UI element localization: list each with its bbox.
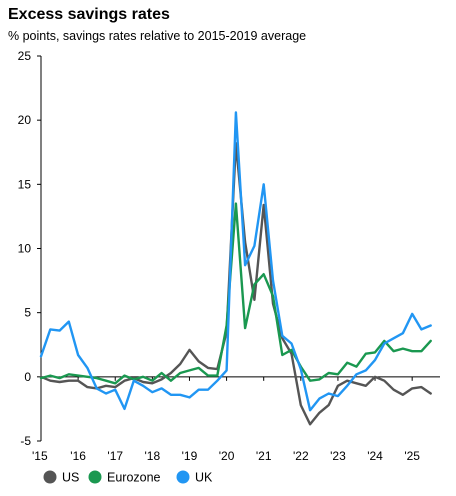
legend-label-uk: UK (195, 471, 213, 485)
y-tick-label: 20 (18, 113, 32, 127)
legend-swatch-uk (176, 470, 190, 484)
x-tick-label: '25 (404, 449, 420, 463)
series-line-eurozone (39, 202, 432, 385)
series-line-uk (39, 111, 432, 412)
y-tick-label: 5 (24, 306, 31, 320)
y-tick-label: -5 (20, 434, 31, 448)
chart-title: Excess savings rates (8, 6, 170, 23)
x-tick-label: '17 (107, 449, 123, 463)
x-tick-label: '20 (219, 449, 235, 463)
series-line-us (39, 142, 432, 426)
legend-label-us: US (62, 471, 79, 485)
x-tick-label: '16 (70, 449, 86, 463)
series-lines (39, 111, 432, 426)
x-tick-label: '15 (32, 449, 48, 463)
y-tick-label: 0 (24, 370, 31, 384)
y-tick-label: 25 (18, 49, 32, 63)
legend-swatch-us (43, 470, 57, 484)
x-tick-label: '23 (330, 449, 346, 463)
y-tick-label: 15 (18, 177, 32, 191)
x-tick-label: '24 (367, 449, 383, 463)
y-tick-label: 10 (18, 242, 32, 256)
axes: 25 20 15 10 5 0 -5'15 '16 '17 '18 '19 '20 '21 '22 '23 '… (18, 49, 440, 463)
x-tick-label: '22 (293, 449, 309, 463)
legend-label-eurozone: Eurozone (107, 471, 161, 485)
x-tick-label: '18 (145, 449, 161, 463)
chart-subtitle: % points, savings rates relative to 2015… (8, 29, 307, 43)
x-tick-label: '21 (256, 449, 272, 463)
x-tick-label: '19 (182, 449, 198, 463)
legend-swatch-eurozone (88, 470, 102, 484)
legend: US Eurozone UK (43, 470, 213, 485)
